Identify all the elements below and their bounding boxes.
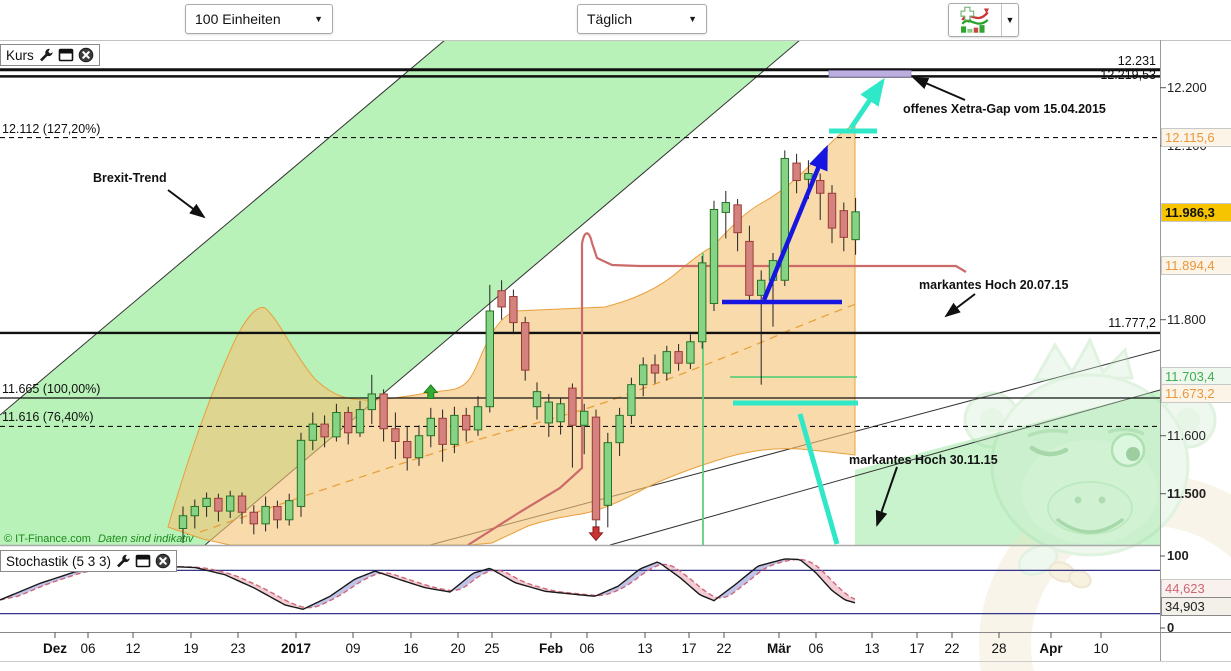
price-panel-title: Kurs	[6, 47, 34, 63]
units-select-value: 100 Einheiten	[195, 11, 281, 27]
price-axis-tick-label: 11.800	[1167, 311, 1206, 327]
panel-frames	[0, 40, 1231, 662]
settings-wrench-icon[interactable]	[115, 553, 131, 569]
xetra-gap-label: offenes Xetra-Gap vom 15.04.2015	[903, 102, 1106, 116]
price-axis-tick-label: 11.600	[1167, 427, 1206, 443]
x-axis-label: 22	[716, 641, 732, 656]
price-tag: 11.986,3	[1161, 202, 1231, 222]
x-axis-label: 10	[1093, 641, 1109, 656]
xetra-gap-zone-drawing[interactable]	[828, 70, 912, 78]
x-axis-label: Apr	[1039, 641, 1063, 656]
trailing-stop-line	[467, 232, 967, 546]
x-axis-label: 17	[909, 641, 925, 656]
chevron-down-icon: ▼	[688, 14, 697, 24]
x-axis-label: Dez	[42, 641, 68, 656]
chevron-down-icon[interactable]: ▼	[1001, 4, 1018, 36]
level-left-label: 12.112 (127,20%)	[2, 121, 101, 136]
x-axis-label: 16	[403, 641, 419, 656]
x-axis-label: 22	[944, 641, 960, 656]
price-panel-tab[interactable]: Kurs	[0, 44, 100, 66]
close-icon[interactable]	[155, 553, 171, 569]
stoch-d-value-tag: 44,623	[1161, 579, 1231, 598]
level-left-label: 11.665 (100,00%)	[2, 382, 101, 396]
envelope-band-area	[167, 124, 857, 546]
price-tag: 11.703,4	[1161, 366, 1231, 386]
level-axis-label: 12.219,53	[1100, 68, 1156, 83]
x-axis-label: 12	[125, 641, 141, 656]
axis-tick-marks	[54, 87, 1166, 638]
price-tag: 11.673,2	[1161, 384, 1231, 404]
period-select[interactable]: Täglich ▼	[577, 4, 707, 34]
blue-trend-drawing[interactable]	[722, 144, 842, 305]
candlestick-series	[178, 150, 860, 543]
price-tag: 11.894,4	[1161, 255, 1231, 275]
copyright-note: © IT-Finance.com Daten sind indikativ	[4, 533, 193, 545]
window-icon[interactable]	[58, 47, 74, 63]
window-icon[interactable]	[135, 553, 151, 569]
signal-markers	[423, 384, 604, 542]
period-select-value: Täglich	[587, 11, 633, 27]
chart-style-button[interactable]: ▼	[948, 3, 1019, 37]
x-axis-label: 25	[484, 641, 500, 656]
price-axis-tick-label: 12.200	[1167, 79, 1207, 95]
top-toolbar: 100 Einheiten ▼ Täglich ▼ ▼	[0, 0, 1231, 40]
stoch-axis-tick-label: 0	[1167, 620, 1175, 635]
x-axis-label: 19	[183, 641, 199, 656]
level-axis-label: 12.231	[1117, 53, 1156, 68]
x-axis-label: 06	[579, 641, 595, 656]
x-axis-label: 06	[80, 641, 96, 656]
brexit-trend-label: Brexit-Trend	[93, 171, 167, 185]
chart-style-icon	[949, 4, 1001, 36]
level-axis-label: 11.777,2	[1108, 315, 1156, 330]
settings-wrench-icon[interactable]	[38, 47, 54, 63]
level-left-label: 11.616 (76,40%)	[2, 410, 94, 425]
annotation-arrows	[167, 77, 976, 527]
chevron-down-icon: ▼	[314, 14, 323, 24]
x-axis-label: 13	[864, 641, 880, 656]
hoch-nov-label: markantes Hoch 30.11.15	[849, 453, 998, 467]
x-axis-label: 28	[991, 641, 1007, 656]
x-axis-label: 13	[637, 641, 653, 656]
disclaimer-text: Daten sind indikativ	[97, 533, 194, 545]
x-axis-label: 06	[808, 641, 824, 656]
stoch-axis-tick-label: 100	[1167, 548, 1189, 563]
x-axis-label: Feb	[538, 641, 564, 656]
price-tag: 12.115,6	[1161, 127, 1231, 147]
x-axis-label: 2017	[280, 641, 312, 656]
x-axis-label: 23	[230, 641, 246, 656]
x-axis-label: 17	[681, 641, 697, 656]
price-axis-tick-label: 11.500	[1167, 485, 1207, 501]
copyright-text: © IT-Finance.com	[4, 533, 91, 545]
teal-trend-drawing[interactable]	[733, 77, 885, 545]
x-axis-label: 20	[450, 641, 466, 656]
close-icon[interactable]	[78, 47, 94, 63]
x-axis-label: Mär	[766, 641, 792, 656]
x-axis-label: 09	[345, 641, 361, 656]
stochastic-panel-title: Stochastik (5 3 3)	[6, 553, 112, 569]
stochastic-panel-tab[interactable]: Stochastik (5 3 3)	[0, 550, 178, 572]
hoch-juli-label: markantes Hoch 20.07.15	[919, 278, 1069, 292]
horizontal-level-lines	[0, 68, 1160, 428]
units-select[interactable]: 100 Einheiten ▼	[185, 4, 333, 34]
stoch-k-value-tag: 34,903	[1161, 597, 1231, 616]
